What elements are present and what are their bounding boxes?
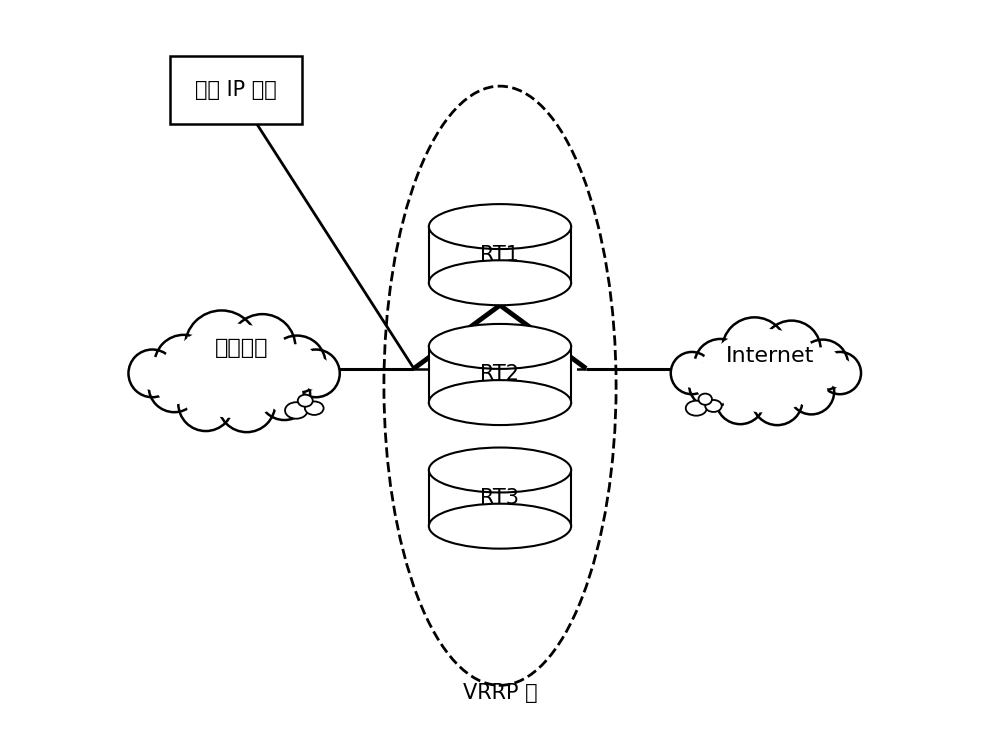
- Circle shape: [299, 357, 333, 390]
- Ellipse shape: [698, 394, 712, 404]
- Text: RT3: RT3: [480, 488, 520, 508]
- Circle shape: [762, 321, 821, 379]
- Circle shape: [178, 376, 233, 431]
- Bar: [429, 226, 571, 282]
- Ellipse shape: [688, 324, 844, 428]
- Ellipse shape: [285, 402, 308, 419]
- Text: VRRP 组: VRRP 组: [463, 683, 537, 703]
- Text: RT1: RT1: [480, 245, 520, 264]
- Circle shape: [266, 376, 302, 413]
- Ellipse shape: [429, 503, 571, 548]
- Circle shape: [702, 347, 739, 383]
- Text: 號拟 IP 地址: 號拟 IP 地址: [195, 80, 277, 100]
- Ellipse shape: [429, 380, 571, 425]
- Ellipse shape: [705, 400, 722, 412]
- Ellipse shape: [429, 448, 571, 493]
- Circle shape: [805, 348, 841, 383]
- Circle shape: [156, 369, 192, 404]
- Circle shape: [752, 374, 803, 425]
- Circle shape: [796, 376, 827, 407]
- Circle shape: [771, 330, 812, 370]
- Circle shape: [677, 358, 707, 388]
- Circle shape: [732, 327, 777, 372]
- Bar: [429, 470, 571, 526]
- Circle shape: [185, 310, 258, 383]
- Circle shape: [218, 375, 275, 432]
- Circle shape: [163, 344, 204, 385]
- Ellipse shape: [429, 260, 571, 306]
- Circle shape: [760, 382, 795, 417]
- Ellipse shape: [708, 329, 824, 413]
- Bar: [429, 346, 571, 403]
- Circle shape: [819, 352, 861, 394]
- Circle shape: [797, 339, 848, 390]
- Ellipse shape: [429, 204, 571, 249]
- Circle shape: [128, 350, 176, 397]
- Circle shape: [259, 369, 310, 420]
- Ellipse shape: [170, 324, 299, 418]
- Text: RT2: RT2: [480, 365, 520, 384]
- Circle shape: [825, 358, 855, 388]
- Circle shape: [723, 383, 757, 417]
- Circle shape: [689, 362, 735, 407]
- Ellipse shape: [305, 401, 324, 415]
- Ellipse shape: [148, 318, 321, 436]
- Circle shape: [136, 357, 169, 390]
- Circle shape: [696, 369, 728, 401]
- Circle shape: [277, 344, 317, 384]
- Ellipse shape: [686, 401, 707, 416]
- Circle shape: [229, 314, 295, 380]
- Circle shape: [196, 321, 247, 373]
- Circle shape: [239, 324, 286, 370]
- Circle shape: [789, 369, 834, 414]
- Circle shape: [716, 375, 765, 424]
- Circle shape: [671, 352, 713, 394]
- Text: Internet: Internet: [725, 346, 814, 366]
- Circle shape: [292, 350, 340, 397]
- Circle shape: [187, 384, 225, 422]
- Circle shape: [694, 339, 746, 391]
- Ellipse shape: [298, 395, 313, 407]
- Circle shape: [149, 361, 200, 412]
- Circle shape: [722, 318, 787, 382]
- Ellipse shape: [429, 324, 571, 369]
- FancyBboxPatch shape: [170, 56, 302, 124]
- Text: 内部网络: 内部网络: [215, 339, 268, 358]
- Circle shape: [227, 383, 267, 424]
- Circle shape: [268, 336, 326, 392]
- Circle shape: [154, 335, 213, 393]
